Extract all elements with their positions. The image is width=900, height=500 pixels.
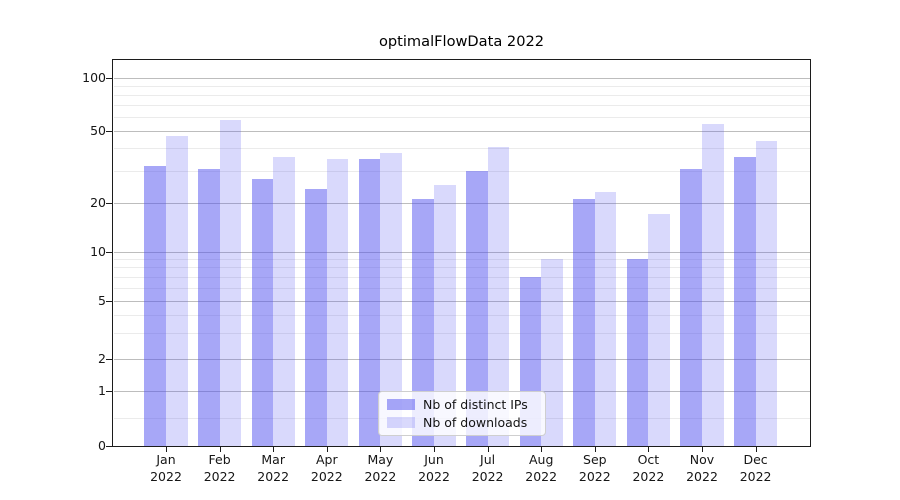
bar-downloads-sep xyxy=(594,192,617,446)
legend: Nb of distinct IPs Nb of downloads xyxy=(378,391,546,436)
gridline-minor xyxy=(114,332,810,334)
gridline-minor xyxy=(114,104,810,106)
bar-distinct-ips-feb xyxy=(198,168,220,446)
y-tick-mark xyxy=(106,446,112,447)
bar-distinct-ips-apr xyxy=(305,188,327,446)
x-tick-label: May 2022 xyxy=(364,452,397,484)
x-tick-mark xyxy=(541,447,543,452)
bar-downloads-jun xyxy=(434,185,456,446)
bar-downloads-aug xyxy=(541,259,563,446)
gridline-minor xyxy=(114,170,810,172)
x-tick-label: Mar 2022 xyxy=(257,452,290,484)
y-tick-mark xyxy=(106,203,112,204)
x-tick-label: Oct 2022 xyxy=(632,452,665,484)
bar-distinct-ips-oct xyxy=(626,259,649,446)
bar-downloads-may xyxy=(380,152,402,446)
gridline-minor xyxy=(114,148,810,150)
y-tick-mark xyxy=(106,391,112,392)
gridline-minor xyxy=(114,276,810,278)
gridline-major xyxy=(114,358,810,360)
gridline-major xyxy=(114,251,810,253)
x-tick-label: Jan 2022 xyxy=(150,452,182,484)
legend-label-distinct-ips: Nb of distinct IPs xyxy=(423,397,528,412)
x-tick-label: Dec 2022 xyxy=(739,452,772,484)
gridline-major xyxy=(114,130,810,132)
legend-entry-distinct-ips: Nb of distinct IPs xyxy=(387,397,537,412)
y-tick-mark xyxy=(106,301,112,302)
gridline-minor xyxy=(114,94,810,96)
legend-swatch-distinct-ips-icon xyxy=(387,399,415,410)
bar-distinct-ips-may xyxy=(358,159,381,446)
bar-distinct-ips-nov xyxy=(680,168,702,446)
x-tick-mark xyxy=(594,447,596,452)
legend-swatch-downloads-icon xyxy=(387,417,415,428)
bar-distinct-ips-mar xyxy=(251,179,274,446)
x-tick-label: Jul 2022 xyxy=(471,452,504,484)
bar-downloads-dec xyxy=(755,141,778,446)
gridline-minor xyxy=(114,116,810,118)
bar-distinct-ips-sep xyxy=(573,199,595,446)
gridline-minor xyxy=(114,287,810,289)
x-tick-label: Jun 2022 xyxy=(418,452,450,484)
bar-distinct-ips-jan xyxy=(144,166,166,446)
y-tick-mark xyxy=(106,359,112,360)
y-tick-mark xyxy=(106,252,112,253)
gridline-major xyxy=(114,300,810,302)
x-tick-mark xyxy=(380,447,382,452)
bar-downloads-apr xyxy=(326,159,349,446)
y-tick-mark xyxy=(106,78,112,79)
x-tick-label: Aug 2022 xyxy=(525,452,558,484)
gridline-minor xyxy=(114,258,810,260)
y-tick-label: 100 xyxy=(82,70,106,85)
bar-downloads-feb xyxy=(219,119,242,446)
chart-title: optimalFlowData 2022 xyxy=(378,33,545,50)
y-tick-mark xyxy=(106,131,112,132)
x-tick-mark xyxy=(702,447,703,452)
x-tick-mark xyxy=(648,447,650,452)
x-tick-label: Nov 2022 xyxy=(686,452,718,484)
y-tick-label: 2 xyxy=(98,351,106,366)
x-tick-label: Feb 2022 xyxy=(203,452,236,484)
y-tick-label: 20 xyxy=(90,195,106,210)
x-tick-mark xyxy=(326,447,328,452)
x-tick-mark xyxy=(487,447,489,452)
x-tick-mark xyxy=(166,447,167,452)
bar-distinct-ips-jun xyxy=(412,199,434,446)
x-tick-mark xyxy=(434,447,435,452)
x-tick-mark xyxy=(273,447,275,452)
x-tick-label: Sep 2022 xyxy=(578,452,611,484)
gridline-minor xyxy=(114,267,810,269)
x-tick-mark xyxy=(219,447,221,452)
y-tick-label: 5 xyxy=(98,293,106,308)
gridline-minor xyxy=(114,85,810,87)
gridline-minor xyxy=(114,314,810,316)
bar-downloads-oct xyxy=(648,214,670,446)
bar-distinct-ips-dec xyxy=(734,156,756,446)
x-tick-label: Apr 2022 xyxy=(310,452,343,484)
bar-distinct-ips-jul xyxy=(466,171,488,446)
bar-downloads-jul xyxy=(487,146,510,446)
y-tick-label: 10 xyxy=(90,244,106,259)
bar-downloads-mar xyxy=(273,156,295,446)
gridline-major xyxy=(114,77,810,79)
bar-downloads-jan xyxy=(166,135,188,446)
x-tick-mark xyxy=(755,447,757,452)
gridline-major xyxy=(114,202,810,204)
y-tick-label: 50 xyxy=(90,123,106,138)
legend-entry-downloads: Nb of downloads xyxy=(387,415,537,430)
legend-label-downloads: Nb of downloads xyxy=(423,415,528,430)
bar-downloads-nov xyxy=(702,123,724,446)
y-tick-label: 1 xyxy=(98,383,106,398)
y-tick-label: 0 xyxy=(98,438,106,453)
